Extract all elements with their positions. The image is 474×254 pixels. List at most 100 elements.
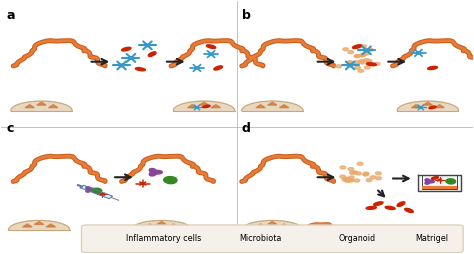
- Text: d: d: [242, 122, 251, 135]
- Polygon shape: [131, 220, 192, 230]
- Circle shape: [364, 49, 369, 52]
- Circle shape: [349, 171, 355, 174]
- Circle shape: [352, 171, 357, 174]
- Polygon shape: [423, 102, 433, 105]
- Polygon shape: [400, 235, 407, 238]
- Circle shape: [363, 172, 369, 175]
- Ellipse shape: [366, 63, 376, 66]
- Ellipse shape: [431, 177, 438, 179]
- Circle shape: [221, 238, 224, 240]
- Circle shape: [366, 179, 372, 182]
- Ellipse shape: [374, 202, 383, 205]
- Circle shape: [364, 52, 369, 55]
- Polygon shape: [157, 221, 166, 225]
- Polygon shape: [173, 101, 235, 111]
- Polygon shape: [188, 105, 197, 108]
- Text: Matrigel: Matrigel: [415, 234, 448, 243]
- Polygon shape: [279, 224, 289, 227]
- Circle shape: [348, 179, 354, 182]
- Circle shape: [348, 176, 354, 179]
- Polygon shape: [242, 220, 303, 230]
- Circle shape: [354, 179, 360, 182]
- Polygon shape: [268, 102, 277, 105]
- Circle shape: [195, 107, 199, 108]
- Polygon shape: [11, 101, 72, 111]
- Ellipse shape: [397, 202, 405, 207]
- Polygon shape: [411, 105, 421, 108]
- Circle shape: [355, 66, 360, 69]
- Bar: [422, 186, 457, 189]
- Circle shape: [344, 177, 350, 180]
- Polygon shape: [9, 220, 70, 230]
- Ellipse shape: [203, 105, 210, 108]
- Ellipse shape: [206, 45, 216, 49]
- Circle shape: [128, 57, 133, 59]
- Polygon shape: [199, 102, 209, 105]
- Polygon shape: [242, 101, 303, 111]
- Circle shape: [359, 54, 365, 57]
- Polygon shape: [392, 234, 398, 236]
- Circle shape: [375, 172, 381, 175]
- Circle shape: [342, 178, 348, 181]
- Polygon shape: [206, 236, 217, 242]
- Polygon shape: [164, 177, 177, 184]
- Polygon shape: [25, 105, 35, 108]
- Ellipse shape: [136, 68, 146, 71]
- Polygon shape: [372, 233, 418, 240]
- Circle shape: [359, 61, 365, 64]
- Polygon shape: [23, 224, 32, 227]
- Ellipse shape: [122, 47, 131, 51]
- FancyBboxPatch shape: [82, 225, 463, 253]
- Polygon shape: [397, 101, 458, 111]
- Circle shape: [359, 59, 365, 62]
- Text: Inflammatory cells: Inflammatory cells: [126, 234, 201, 243]
- Circle shape: [419, 107, 422, 108]
- Ellipse shape: [366, 207, 376, 209]
- Circle shape: [348, 51, 354, 54]
- Circle shape: [336, 65, 342, 68]
- Text: c: c: [6, 122, 13, 135]
- Polygon shape: [149, 168, 162, 176]
- Ellipse shape: [214, 66, 222, 70]
- Polygon shape: [153, 225, 163, 231]
- Polygon shape: [383, 235, 390, 238]
- Circle shape: [366, 59, 372, 62]
- Ellipse shape: [94, 235, 102, 237]
- Circle shape: [167, 228, 170, 229]
- Circle shape: [141, 183, 145, 184]
- Text: Microbiota: Microbiota: [239, 234, 282, 243]
- Polygon shape: [256, 224, 265, 227]
- Circle shape: [343, 48, 348, 51]
- Circle shape: [363, 173, 368, 176]
- Circle shape: [355, 55, 360, 58]
- Polygon shape: [211, 105, 220, 108]
- Polygon shape: [419, 175, 461, 191]
- Circle shape: [145, 44, 150, 46]
- Polygon shape: [268, 221, 277, 225]
- Polygon shape: [46, 224, 55, 227]
- Circle shape: [374, 62, 380, 66]
- Circle shape: [367, 48, 373, 51]
- Polygon shape: [435, 105, 444, 108]
- Ellipse shape: [429, 106, 436, 109]
- Circle shape: [355, 54, 360, 57]
- Ellipse shape: [385, 206, 395, 210]
- Circle shape: [356, 172, 361, 175]
- Polygon shape: [92, 188, 102, 193]
- Polygon shape: [86, 187, 95, 192]
- Circle shape: [348, 64, 353, 67]
- Circle shape: [347, 61, 353, 64]
- Circle shape: [344, 179, 350, 182]
- Polygon shape: [36, 102, 46, 105]
- Text: b: b: [242, 9, 251, 22]
- Polygon shape: [425, 179, 434, 184]
- Ellipse shape: [428, 66, 438, 70]
- Circle shape: [417, 52, 420, 54]
- Text: Organoid: Organoid: [338, 234, 375, 243]
- Polygon shape: [35, 221, 44, 225]
- Circle shape: [347, 62, 353, 66]
- Ellipse shape: [405, 208, 413, 213]
- Polygon shape: [446, 179, 456, 184]
- Ellipse shape: [148, 52, 156, 56]
- Polygon shape: [145, 224, 155, 227]
